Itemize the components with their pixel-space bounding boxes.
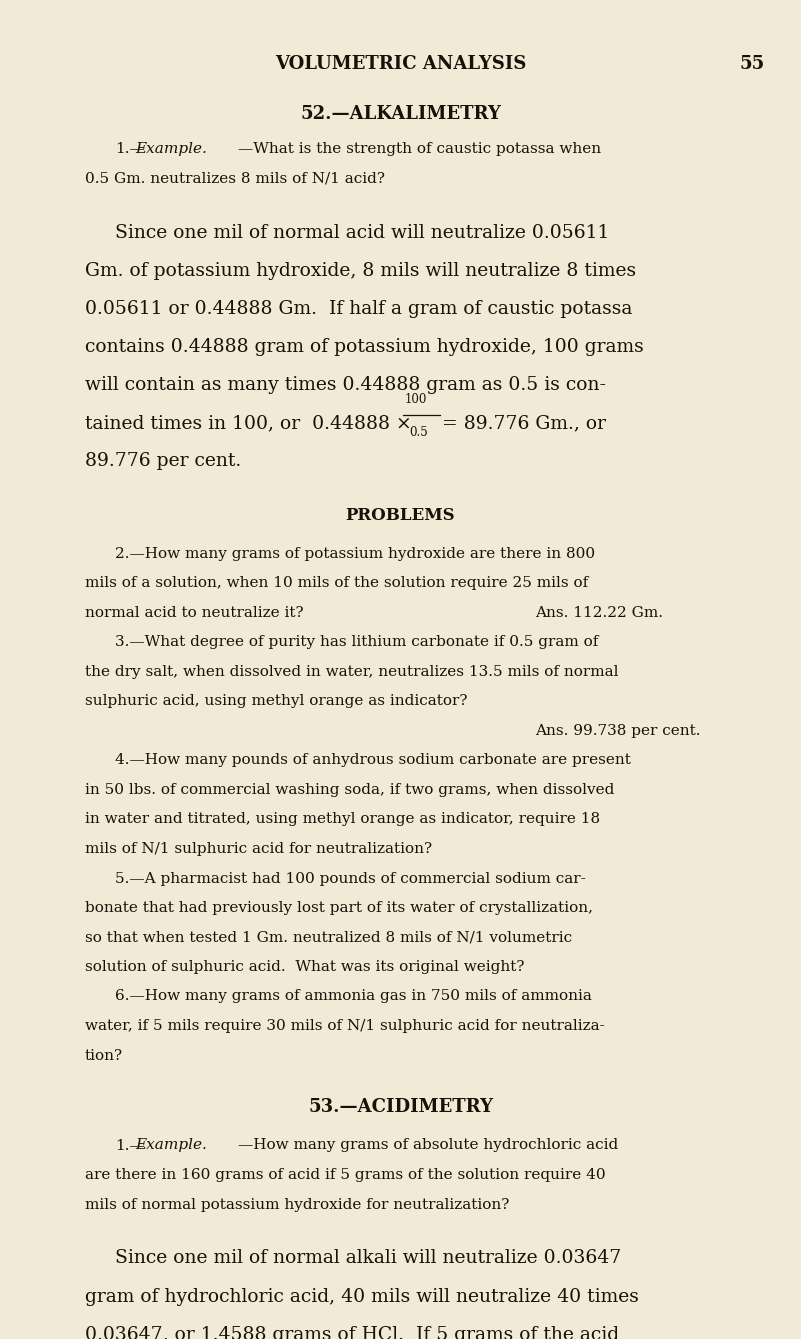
Text: Ans. 99.738 per cent.: Ans. 99.738 per cent.: [535, 724, 701, 738]
Text: = 89.776 Gm., or: = 89.776 Gm., or: [442, 414, 606, 432]
Text: Since one mil of normal alkali will neutralize 0.03647: Since one mil of normal alkali will neut…: [115, 1249, 622, 1268]
Text: —What is the strength of caustic potassa when: —What is the strength of caustic potassa…: [238, 142, 601, 157]
Text: 1.—: 1.—: [115, 1138, 145, 1153]
Text: in water and titrated, using methyl orange as indicator, require 18: in water and titrated, using methyl oran…: [85, 813, 600, 826]
Text: tained times in 100, or  0.44888 ×: tained times in 100, or 0.44888 ×: [85, 414, 412, 432]
Text: PROBLEMS: PROBLEMS: [346, 507, 455, 524]
Text: 0.03647, or 1.4588 grams of HCl.  If 5 grams of the acid: 0.03647, or 1.4588 grams of HCl. If 5 gr…: [85, 1326, 619, 1339]
Text: 1.—: 1.—: [115, 142, 145, 157]
Text: Ans. 112.22 Gm.: Ans. 112.22 Gm.: [535, 607, 663, 620]
Text: mils of normal potassium hydroxide for neutralization?: mils of normal potassium hydroxide for n…: [85, 1197, 509, 1212]
Text: 4.—How many pounds of anhydrous sodium carbonate are present: 4.—How many pounds of anhydrous sodium c…: [115, 754, 631, 767]
Text: mils of a solution, when 10 mils of the solution require 25 mils of: mils of a solution, when 10 mils of the …: [85, 577, 588, 590]
Text: Example.: Example.: [135, 1138, 207, 1153]
Text: 0.5: 0.5: [409, 426, 428, 439]
Text: water, if 5 mils require 30 mils of N/1 sulphuric acid for neutraliza-: water, if 5 mils require 30 mils of N/1 …: [85, 1019, 605, 1032]
Text: 100: 100: [405, 394, 428, 406]
Text: 55: 55: [740, 55, 765, 74]
Text: tion?: tion?: [85, 1048, 123, 1063]
Text: the dry salt, when dissolved in water, neutralizes 13.5 mils of normal: the dry salt, when dissolved in water, n…: [85, 665, 618, 679]
Text: VOLUMETRIC ANALYSIS: VOLUMETRIC ANALYSIS: [275, 55, 526, 74]
Text: Gm. of potassium hydroxide, 8 mils will neutralize 8 times: Gm. of potassium hydroxide, 8 mils will …: [85, 262, 636, 280]
Text: 0.05611 or 0.44888 Gm.  If half a gram of caustic potassa: 0.05611 or 0.44888 Gm. If half a gram of…: [85, 300, 632, 317]
Text: 3.—What degree of purity has lithium carbonate if 0.5 gram of: 3.—What degree of purity has lithium car…: [115, 636, 598, 649]
Text: will contain as many times 0.44888 gram as 0.5 is con-: will contain as many times 0.44888 gram …: [85, 376, 606, 394]
Text: Since one mil of normal acid will neutralize 0.05611: Since one mil of normal acid will neutra…: [115, 224, 610, 242]
Text: solution of sulphuric acid.  What was its original weight?: solution of sulphuric acid. What was its…: [85, 960, 525, 973]
Text: contains 0.44888 gram of potassium hydroxide, 100 grams: contains 0.44888 gram of potassium hydro…: [85, 337, 644, 356]
Text: gram of hydrochloric acid, 40 mils will neutralize 40 times: gram of hydrochloric acid, 40 mils will …: [85, 1288, 639, 1306]
Text: mils of N/1 sulphuric acid for neutralization?: mils of N/1 sulphuric acid for neutraliz…: [85, 842, 432, 856]
Text: bonate that had previously lost part of its water of crystallization,: bonate that had previously lost part of …: [85, 901, 593, 915]
Text: sulphuric acid, using methyl orange as indicator?: sulphuric acid, using methyl orange as i…: [85, 695, 468, 708]
Text: 5.—A pharmacist had 100 pounds of commercial sodium car-: 5.—A pharmacist had 100 pounds of commer…: [115, 872, 586, 885]
Text: 2.—How many grams of potassium hydroxide are there in 800: 2.—How many grams of potassium hydroxide…: [115, 548, 595, 561]
Text: Example.: Example.: [135, 142, 207, 157]
Text: —How many grams of absolute hydrochloric acid: —How many grams of absolute hydrochloric…: [238, 1138, 618, 1153]
Text: so that when tested 1 Gm. neutralized 8 mils of N/1 volumetric: so that when tested 1 Gm. neutralized 8 …: [85, 931, 572, 944]
Text: 52.—ALKALIMETRY: 52.—ALKALIMETRY: [300, 104, 501, 123]
Text: in 50 lbs. of commercial washing soda, if two grams, when dissolved: in 50 lbs. of commercial washing soda, i…: [85, 783, 614, 797]
Text: 89.776 per cent.: 89.776 per cent.: [85, 453, 241, 470]
Text: 6.—How many grams of ammonia gas in 750 mils of ammonia: 6.—How many grams of ammonia gas in 750 …: [115, 990, 592, 1003]
Text: normal acid to neutralize it?: normal acid to neutralize it?: [85, 607, 304, 620]
Text: 53.—ACIDIMETRY: 53.—ACIDIMETRY: [308, 1098, 493, 1117]
Text: are there in 160 grams of acid if 5 grams of the solution require 40: are there in 160 grams of acid if 5 gram…: [85, 1168, 606, 1182]
Text: 0.5 Gm. neutralizes 8 mils of N/1 acid?: 0.5 Gm. neutralizes 8 mils of N/1 acid?: [85, 171, 385, 186]
